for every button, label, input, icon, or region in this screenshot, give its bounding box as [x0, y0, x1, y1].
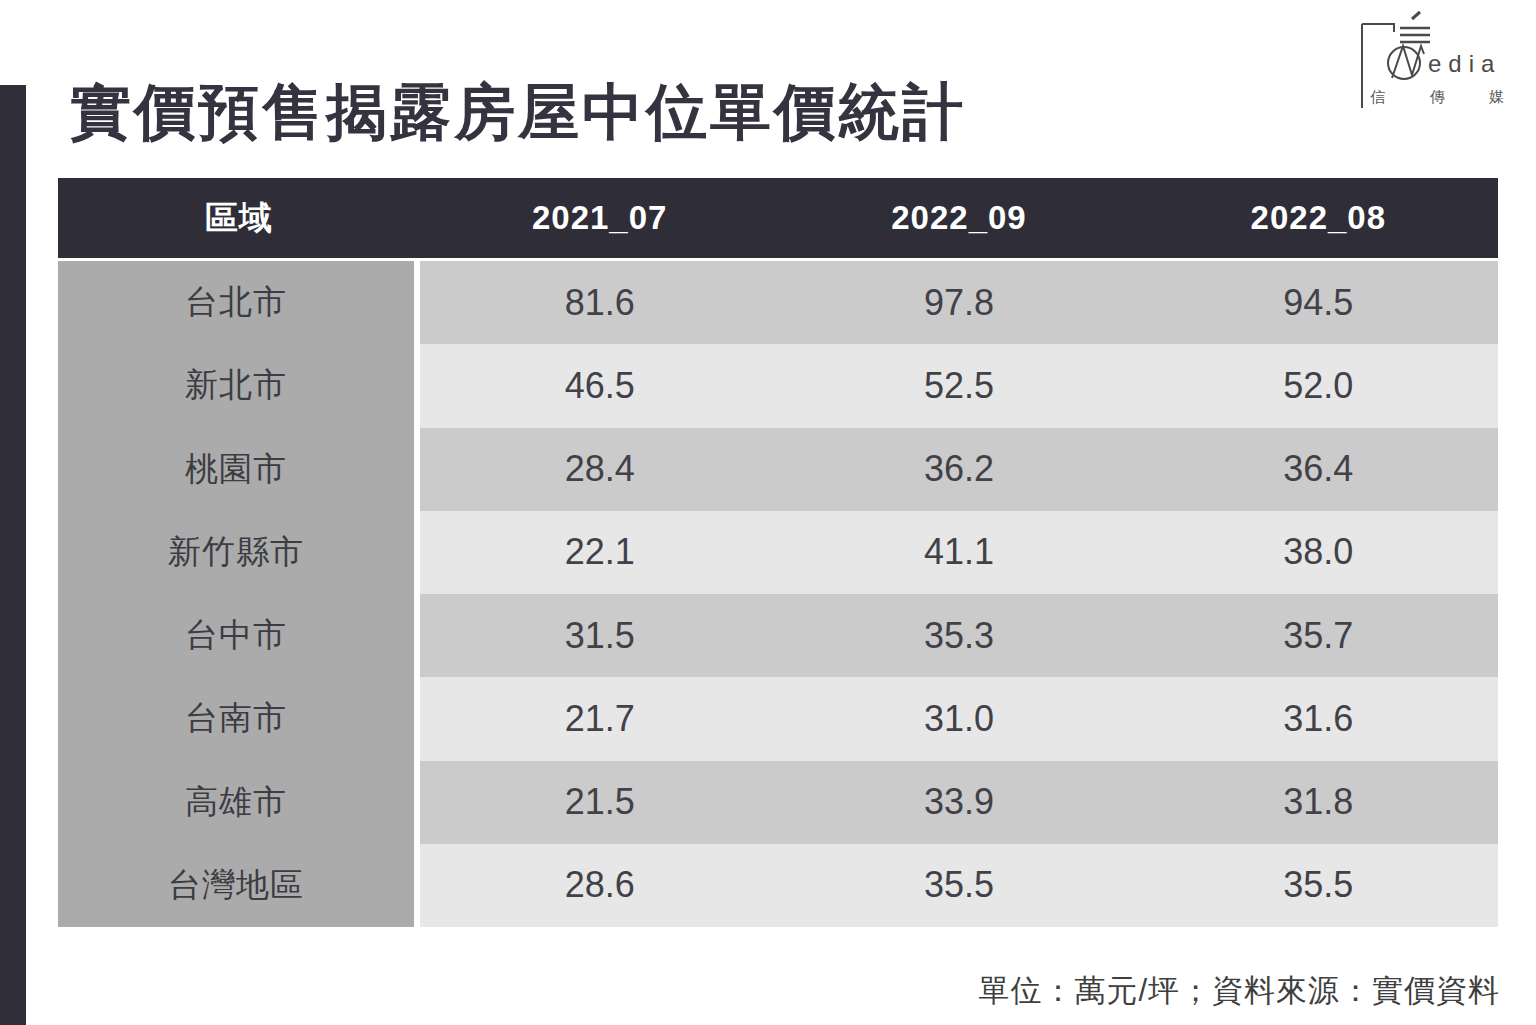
- value-cell: 81.6: [420, 261, 779, 344]
- value-cell: 46.5: [420, 344, 779, 427]
- table-row: 22.1 41.1 38.0: [420, 511, 1498, 594]
- logo-chinese-name: 信 傳 媒: [1370, 88, 1504, 107]
- logo-zh-char: 信: [1370, 88, 1385, 107]
- column-header-region: 區域: [58, 178, 420, 258]
- value-cell: 21.7: [420, 677, 779, 760]
- table-body: 台北市 新北市 桃園市 新竹縣市 台中市 台南市 高雄市 台灣地區 81.6 9…: [58, 261, 1498, 927]
- value-cell: 38.0: [1139, 511, 1498, 594]
- value-cell: 52.5: [779, 344, 1138, 427]
- column-header-2022-08: 2022_08: [1139, 178, 1498, 258]
- table-row: 46.5 52.5 52.0: [420, 344, 1498, 427]
- column-header-2022-09: 2022_09: [779, 178, 1138, 258]
- table-row: 28.6 35.5 35.5: [420, 844, 1498, 927]
- value-cell: 52.0: [1139, 344, 1498, 427]
- region-cell: 台灣地區: [58, 844, 414, 927]
- left-accent-bar: [0, 85, 26, 1025]
- value-cell: 35.5: [1139, 844, 1498, 927]
- logo-zh-char: 傳: [1430, 88, 1445, 107]
- table-row: 81.6 97.8 94.5: [420, 261, 1498, 344]
- column-header-2021-07: 2021_07: [420, 178, 779, 258]
- value-cell: 33.9: [779, 761, 1138, 844]
- region-cell: 新竹縣市: [58, 511, 414, 594]
- value-cell: 31.0: [779, 677, 1138, 760]
- value-cell: 28.6: [420, 844, 779, 927]
- infographic-canvas: 實價預售揭露房屋中位單價統計 edia 信 傳 媒 區域 2021_07 2: [0, 0, 1536, 1025]
- value-cell: 21.5: [420, 761, 779, 844]
- region-cell: 桃園市: [58, 428, 414, 511]
- value-cell: 41.1: [779, 511, 1138, 594]
- value-cell: 35.5: [779, 844, 1138, 927]
- table-row: 28.4 36.2 36.4: [420, 428, 1498, 511]
- value-cell: 31.8: [1139, 761, 1498, 844]
- region-cell: 新北市: [58, 344, 414, 427]
- table-row: 21.7 31.0 31.6: [420, 677, 1498, 760]
- value-cell: 36.2: [779, 428, 1138, 511]
- region-label-column: 台北市 新北市 桃園市 新竹縣市 台中市 台南市 高雄市 台灣地區: [58, 261, 414, 927]
- region-cell: 台南市: [58, 677, 414, 760]
- logo-zh-char: 媒: [1489, 88, 1504, 107]
- table-header-row: 區域 2021_07 2022_09 2022_08: [58, 178, 1498, 258]
- page-title: 實價預售揭露房屋中位單價統計: [70, 72, 966, 154]
- unit-source-note: 單位：萬元/坪；資料來源：實價資料: [978, 970, 1500, 1012]
- value-cell: 28.4: [420, 428, 779, 511]
- region-cell: 高雄市: [58, 761, 414, 844]
- price-table: 區域 2021_07 2022_09 2022_08 台北市 新北市 桃園市 新…: [58, 178, 1498, 927]
- logo-wordmark: edia: [1428, 50, 1501, 78]
- value-cell: 36.4: [1139, 428, 1498, 511]
- table-row: 31.5 35.3 35.7: [420, 594, 1498, 677]
- value-cell: 31.6: [1139, 677, 1498, 760]
- region-cell: 台北市: [58, 261, 414, 344]
- value-cell: 31.5: [420, 594, 779, 677]
- cmmedia-logo: edia 信 傳 媒: [1348, 6, 1510, 110]
- value-cell: 35.3: [779, 594, 1138, 677]
- value-cell: 22.1: [420, 511, 779, 594]
- value-cell: 35.7: [1139, 594, 1498, 677]
- value-cell: 97.8: [779, 261, 1138, 344]
- region-cell: 台中市: [58, 594, 414, 677]
- value-columns: 81.6 97.8 94.5 46.5 52.5 52.0 28.4 36.2 …: [420, 261, 1498, 927]
- value-cell: 94.5: [1139, 261, 1498, 344]
- table-row: 21.5 33.9 31.8: [420, 761, 1498, 844]
